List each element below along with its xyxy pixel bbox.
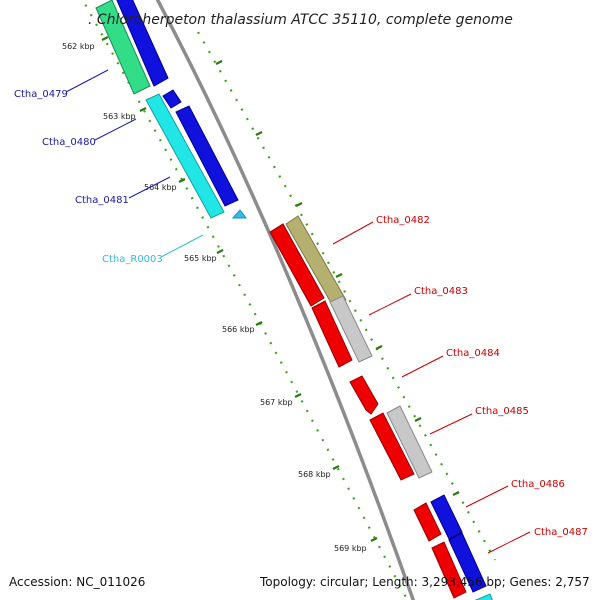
scale-label: 569 kbp [334, 544, 367, 553]
tick-mark [332, 465, 340, 470]
gene-arrow-ctha-0483-red [311, 300, 353, 368]
scale-ring-dots-left [81, 0, 409, 600]
genome-backbone [155, 0, 416, 600]
tick-mark [294, 393, 302, 398]
gene-label-ctha-0481[interactable]: Ctha_0481 [75, 195, 129, 206]
tick-mark [101, 36, 109, 41]
tick-mark [215, 60, 223, 65]
gene-arrow-ctha-r0003 [231, 209, 247, 219]
tick-mark [370, 537, 378, 542]
gene-arrow-ctha-0484-red [349, 375, 379, 415]
leader-line [401, 355, 444, 378]
gene-arrow-ctha-0479-b [116, 0, 169, 87]
gene-arrow-ctha-0482-red [269, 223, 325, 307]
scale-label: 568 kbp [298, 470, 331, 479]
scale-label: 567 kbp [260, 398, 293, 407]
gene-label-ctha-0480[interactable]: Ctha_0480 [42, 137, 96, 148]
gene-label-ctha-r0003[interactable]: Ctha_R0003 [102, 254, 163, 265]
tick-mark [139, 107, 147, 112]
gene-label-ctha-0483[interactable]: Ctha_0483 [414, 286, 468, 297]
leader-line [368, 293, 412, 316]
gene-arrow-ctha-0479-a [95, 0, 151, 95]
leader-line [487, 531, 531, 554]
leader-line [429, 413, 473, 435]
scale-label: 563 kbp [103, 112, 136, 121]
scale-labels: 562 kbp 563 kbp 564 kbp 565 kbp 566 kbp … [62, 42, 367, 553]
scale-ring-right [197, 31, 496, 561]
gene-arrow-ctha-0481-blue [175, 105, 239, 207]
genome-stats-label: Topology: circular; Length: 3,293,456 bp… [259, 575, 590, 589]
gene-arrow-ctha-0485-red [369, 412, 415, 481]
gene-arrow-cyan-bottom [474, 593, 493, 600]
tick-mark [452, 491, 460, 496]
gene-label-ctha-0485[interactable]: Ctha_0485 [475, 406, 529, 417]
leader-line [160, 234, 204, 258]
scale-label: 562 kbp [62, 42, 95, 51]
gene-arrow-ctha-0486-blue [430, 494, 463, 540]
leader-line [465, 485, 509, 508]
tick-mark [216, 249, 224, 254]
scale-label: 564 kbp [144, 183, 177, 192]
scale-label: 566 kbp [222, 325, 255, 334]
leader-line [65, 69, 109, 93]
tick-mark [255, 131, 263, 136]
gene-arrow-small-blue [162, 89, 182, 109]
gene-arrow-ctha-0485-gray [386, 405, 433, 479]
leader-line [94, 118, 137, 141]
gene-arrow-ctha-0480-cyan [145, 93, 225, 219]
page-title: . Chloroherpeton thalassium ATCC 35110, … [88, 12, 513, 28]
gene-arrow-ctha-0487-blue [448, 532, 487, 593]
leader-line [332, 221, 374, 245]
tick-mark [375, 345, 383, 350]
gene-arrow-ctha-0483-gray [329, 295, 373, 363]
gene-arrow-ctha-0486-red [413, 502, 442, 542]
gene-label-ctha-0484[interactable]: Ctha_0484 [446, 348, 500, 359]
accession-label: Accession: NC_011026 [9, 575, 145, 589]
gene-label-ctha-0482[interactable]: Ctha_0482 [376, 215, 430, 226]
gene-labels-right: Ctha_0482 Ctha_0483 Ctha_0484 Ctha_0485 … [332, 215, 588, 554]
genes-forward-strand [269, 215, 493, 600]
scale-ring-left [81, 0, 409, 600]
tick-mark [295, 202, 303, 207]
leader-line [128, 176, 171, 199]
tick-mark [414, 417, 422, 422]
gene-labels-left: Ctha_0479 Ctha_0480 Ctha_0481 Ctha_R0003 [14, 69, 204, 265]
gene-arrow-ctha-0487-red [431, 541, 467, 599]
scale-label: 565 kbp [184, 254, 217, 263]
tick-mark [255, 321, 263, 326]
gene-label-ctha-0487[interactable]: Ctha_0487 [534, 527, 588, 538]
tick-mark [178, 178, 186, 183]
genes-reverse-strand [95, 0, 247, 219]
gene-label-ctha-0479[interactable]: Ctha_0479 [14, 89, 68, 100]
tick-mark [335, 273, 343, 278]
gene-label-ctha-0486[interactable]: Ctha_0486 [511, 479, 565, 490]
gene-arrow-ctha-0482-olive [285, 215, 347, 309]
